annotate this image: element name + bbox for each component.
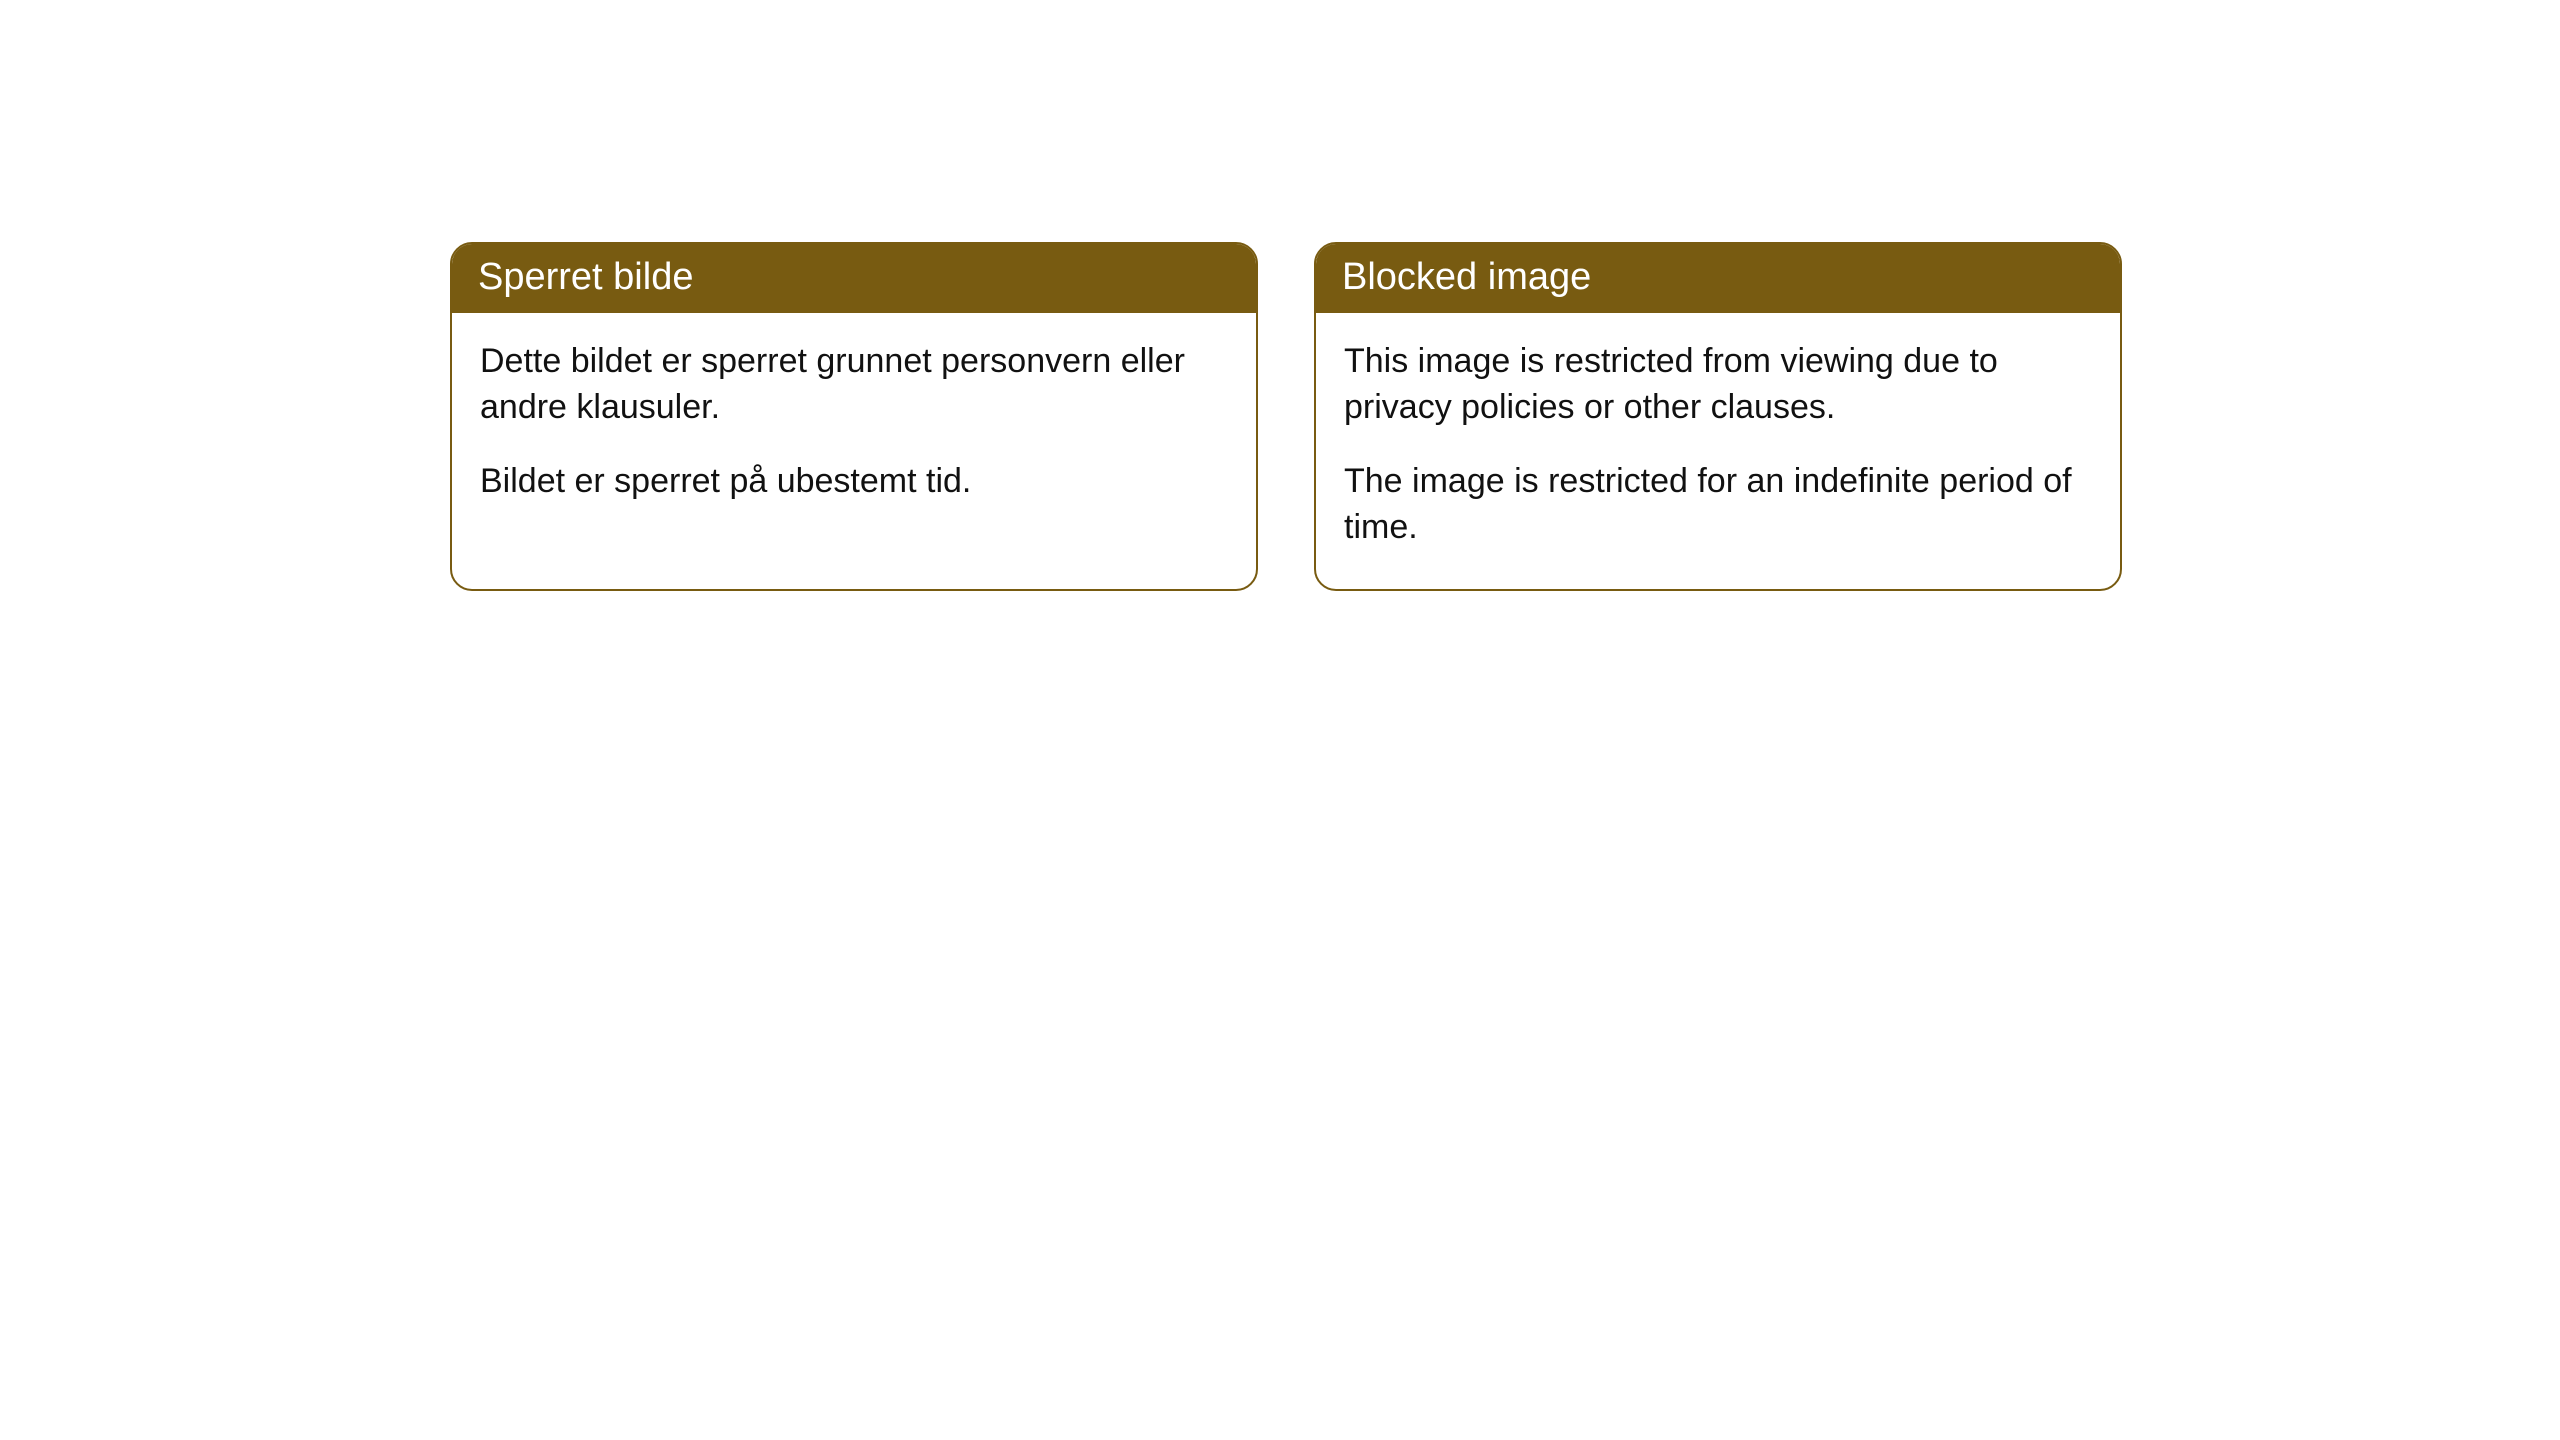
notice-card-title: Blocked image xyxy=(1316,244,2120,313)
notice-paragraph: Dette bildet er sperret grunnet personve… xyxy=(480,339,1228,431)
notice-card-body: Dette bildet er sperret grunnet personve… xyxy=(452,313,1256,543)
notice-paragraph: Bildet er sperret på ubestemt tid. xyxy=(480,459,1228,505)
notice-container: Sperret bilde Dette bildet er sperret gr… xyxy=(0,0,2560,591)
notice-paragraph: The image is restricted for an indefinit… xyxy=(1344,459,2092,551)
notice-card-body: This image is restricted from viewing du… xyxy=(1316,313,2120,589)
notice-card-english: Blocked image This image is restricted f… xyxy=(1314,242,2122,591)
notice-card-norwegian: Sperret bilde Dette bildet er sperret gr… xyxy=(450,242,1258,591)
notice-card-title: Sperret bilde xyxy=(452,244,1256,313)
notice-paragraph: This image is restricted from viewing du… xyxy=(1344,339,2092,431)
